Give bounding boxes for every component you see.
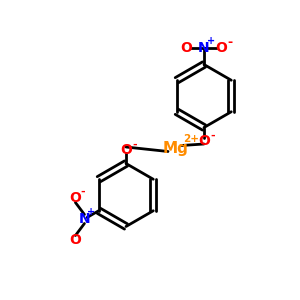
Text: -: - <box>210 130 215 141</box>
Text: Mg: Mg <box>163 141 188 156</box>
Text: +: + <box>87 207 95 218</box>
Text: O: O <box>215 41 227 55</box>
Text: N: N <box>79 212 90 226</box>
Text: O: O <box>198 134 210 148</box>
Text: 2+: 2+ <box>183 134 199 145</box>
Text: N: N <box>198 41 210 55</box>
Text: -: - <box>227 36 232 49</box>
Text: O: O <box>70 233 81 247</box>
Text: -: - <box>132 140 137 150</box>
Text: O: O <box>120 143 132 157</box>
Text: -: - <box>81 187 85 197</box>
Text: O: O <box>70 191 81 205</box>
Text: O: O <box>181 41 193 55</box>
Text: +: + <box>206 36 215 46</box>
